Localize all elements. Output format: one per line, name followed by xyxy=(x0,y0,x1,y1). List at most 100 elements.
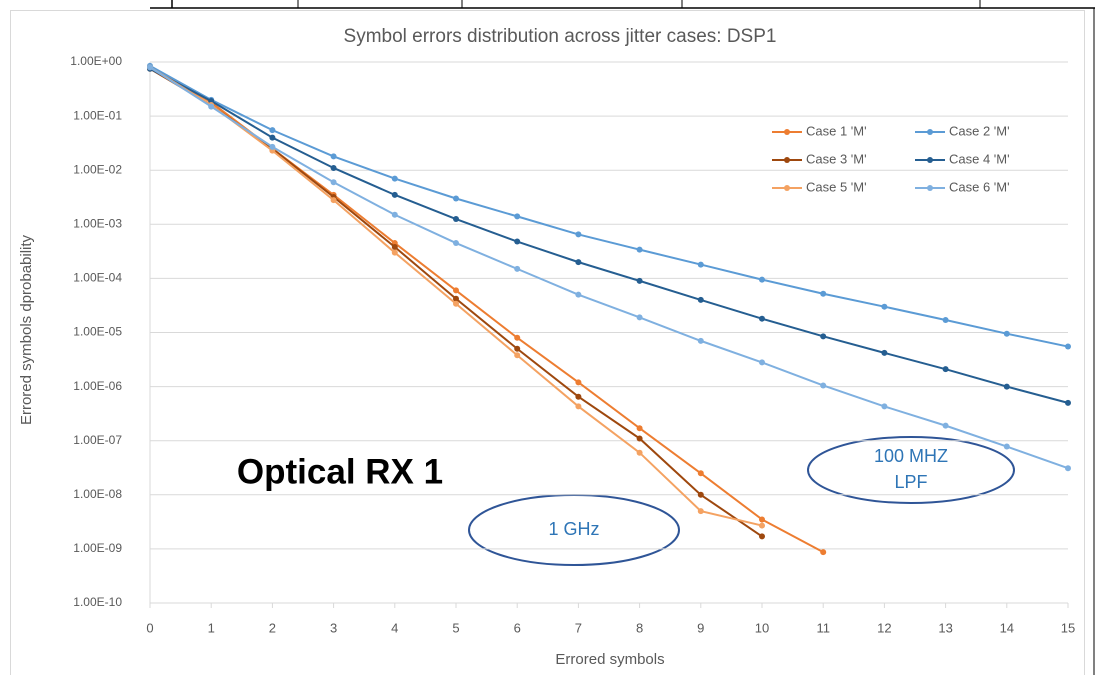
data-point xyxy=(514,265,521,272)
data-point xyxy=(453,287,459,294)
x-tick-label: 3 xyxy=(330,620,337,635)
x-tick-label: 7 xyxy=(575,620,582,635)
data-point xyxy=(514,352,521,359)
data-point xyxy=(1065,399,1071,406)
data-point xyxy=(330,153,337,160)
legend-label: Case 4 'M' xyxy=(949,151,1010,166)
data-point xyxy=(820,549,827,556)
x-axis-label: Errored symbols xyxy=(555,651,664,668)
annotation: 1 GHz xyxy=(548,519,599,539)
legend-marker xyxy=(784,185,790,191)
data-point xyxy=(269,143,276,150)
data-point xyxy=(697,296,704,303)
data-point xyxy=(636,246,643,253)
data-point xyxy=(269,134,276,141)
legend-label: Case 2 'M' xyxy=(949,123,1010,138)
data-point xyxy=(208,103,215,110)
y-tick-label: 1.00E-01 xyxy=(73,108,122,122)
data-point xyxy=(942,422,949,429)
legend-marker xyxy=(927,185,933,191)
data-point xyxy=(453,216,459,223)
legend-marker xyxy=(927,129,933,135)
frame xyxy=(10,0,1095,675)
x-tick-label: 2 xyxy=(269,620,276,635)
y-tick-label: 1.00E-04 xyxy=(73,271,122,285)
y-tick-label: 1.00E-03 xyxy=(73,216,122,230)
data-point xyxy=(1003,383,1010,390)
series-line xyxy=(149,66,1069,470)
data-point xyxy=(820,382,827,389)
x-tick-label: 0 xyxy=(146,620,153,635)
data-point xyxy=(759,516,765,523)
data-point xyxy=(759,359,765,366)
data-point xyxy=(1003,330,1010,337)
x-tick-label: 14 xyxy=(1000,620,1014,635)
x-tick-label: 12 xyxy=(877,620,891,635)
data-point xyxy=(391,244,398,251)
data-point xyxy=(514,238,521,245)
data-point xyxy=(514,345,521,352)
legend-label: Case 1 'M' xyxy=(806,123,867,138)
data-point xyxy=(453,300,459,307)
x-tick-label: 10 xyxy=(755,620,769,635)
legend-marker xyxy=(784,129,790,135)
legend-marker xyxy=(784,157,790,163)
data-point xyxy=(759,522,765,529)
y-axis-label: Errored symbols dprobability xyxy=(18,234,35,425)
data-point xyxy=(453,240,459,247)
data-point xyxy=(330,179,337,186)
x-tick-label: 11 xyxy=(816,620,830,635)
data-point xyxy=(391,211,398,218)
data-point xyxy=(697,491,704,498)
data-point xyxy=(575,259,582,266)
y-tick-label: 1.00E-06 xyxy=(73,379,122,393)
grid xyxy=(150,61,1068,604)
legend-label: Case 6 'M' xyxy=(949,179,1010,194)
y-tick-label: 1.00E-09 xyxy=(73,541,122,555)
data-point xyxy=(1065,465,1071,472)
y-tick-label: 1.00E-07 xyxy=(73,433,122,447)
annotation: 100 MHZ xyxy=(874,446,948,466)
y-tick-label: 1.00E+00 xyxy=(70,54,122,68)
data-point xyxy=(575,393,582,400)
y-tick-label: 1.00E-05 xyxy=(73,325,122,339)
x-tick-label: 15 xyxy=(1061,620,1075,635)
data-point xyxy=(575,231,582,238)
data-point xyxy=(636,314,643,321)
data-point xyxy=(514,213,521,220)
data-point xyxy=(575,379,582,386)
x-tick-label: 9 xyxy=(697,620,704,635)
data-point xyxy=(759,315,765,322)
data-point xyxy=(881,349,888,356)
data-point xyxy=(759,533,765,540)
data-point xyxy=(636,435,643,442)
data-point xyxy=(820,333,827,340)
chart-title: Symbol errors distribution across jitter… xyxy=(344,26,777,47)
data-point xyxy=(514,334,521,341)
x-tick-label: 8 xyxy=(636,620,643,635)
data-point xyxy=(453,195,459,202)
data-point xyxy=(391,249,398,256)
data-point xyxy=(1065,343,1071,350)
x-tick-label: 1 xyxy=(208,620,215,635)
annotation: LPF xyxy=(894,472,927,492)
x-tick-label: 5 xyxy=(452,620,459,635)
data-point xyxy=(881,303,888,310)
legend-marker xyxy=(927,157,933,163)
x-tick-label: 13 xyxy=(938,620,952,635)
data-point xyxy=(330,197,337,204)
annotation-ellipse xyxy=(807,436,1015,504)
y-tick-label: 1.00E-10 xyxy=(73,595,122,609)
legend-label: Case 5 'M' xyxy=(806,179,867,194)
data-point xyxy=(759,276,765,283)
y-tick-label: 1.00E-08 xyxy=(73,487,122,501)
data-point xyxy=(147,64,153,71)
data-point xyxy=(697,261,704,268)
annotation: Optical RX 1 xyxy=(237,452,443,491)
data-point xyxy=(820,290,827,297)
data-point xyxy=(881,403,888,410)
data-point xyxy=(575,403,582,410)
data-point xyxy=(1003,443,1010,450)
data-point xyxy=(330,164,337,171)
